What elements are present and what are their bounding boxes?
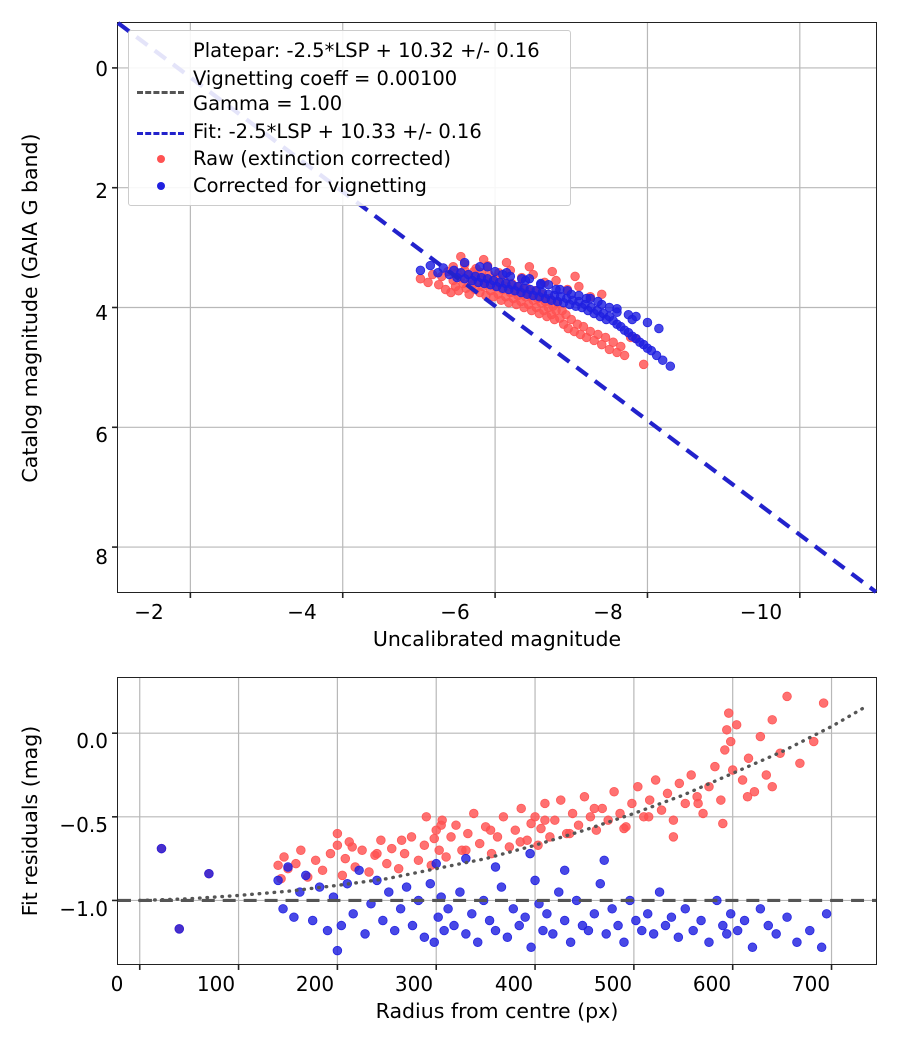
bottom-xtick-300: 300 xyxy=(394,972,434,996)
bottom-xtick-700: 700 xyxy=(791,972,831,996)
top-yaxis-label: Catalog magnitude (GAIA G band) xyxy=(18,133,42,483)
legend-label-corrected: Corrected for vignetting xyxy=(193,174,427,197)
legend-label-platepar: Platepar: -2.5*LSP + 10.32 +/- 0.16 xyxy=(193,39,540,62)
legend-entry-fit: Fit: -2.5*LSP + 10.33 +/- 0.16 xyxy=(137,118,560,145)
top-xtick-m10: −10 xyxy=(739,600,783,624)
legend-handle-raw-marker xyxy=(137,149,184,169)
top-xaxis-label: Uncalibrated magnitude xyxy=(372,627,622,651)
scatter-point-icon xyxy=(156,154,165,163)
scatter-series xyxy=(156,691,829,934)
legend-entry-vignetting: Vignetting coeff = 0.00100 Gamma = 1.00 xyxy=(137,64,560,118)
dashed-line-icon xyxy=(137,131,184,135)
legend-handle-vignetting-dashed-line xyxy=(137,81,184,101)
scatter-series xyxy=(415,257,676,371)
scatter-point-icon xyxy=(156,181,165,190)
top-xtick-m8: −8 xyxy=(593,600,623,624)
bottom-yaxis-label: Fit residuals (mag) xyxy=(18,725,42,917)
bottom-xtick-500: 500 xyxy=(593,972,633,996)
dashed-line-icon xyxy=(137,91,184,94)
legend-label-fit: Fit: -2.5*LSP + 10.33 +/- 0.16 xyxy=(193,120,482,143)
scatter-series xyxy=(156,843,832,956)
legend-label-vignetting-coeff: Vignetting coeff = 0.00100 xyxy=(193,67,458,90)
top-ytick-8: 8 xyxy=(95,545,108,569)
bottom-ytick-m05: −0.5 xyxy=(59,813,108,837)
bottom-xaxis-label: Radius from centre (px) xyxy=(375,999,619,1023)
legend-handle-fit-dashed-line xyxy=(137,122,184,142)
legend-entry-corrected: Corrected for vignetting xyxy=(137,172,560,199)
legend-label-raw: Raw (extinction corrected) xyxy=(193,147,451,170)
top-ytick-6: 6 xyxy=(95,423,108,447)
top-xtick-m6: −6 xyxy=(440,600,470,624)
bottom-xtick-600: 600 xyxy=(692,972,732,996)
fit-residuals-plot xyxy=(112,677,877,970)
top-xtick-m4: −4 xyxy=(287,600,317,624)
top-xtick-m2: −2 xyxy=(134,600,164,624)
legend-label-gamma: Gamma = 1.00 xyxy=(193,92,343,115)
bottom-xtick-200: 200 xyxy=(295,972,335,996)
bottom-xtick-0: 0 xyxy=(110,972,124,996)
legend-entry-raw: Raw (extinction corrected) xyxy=(137,145,560,172)
fit-residuals-canvas xyxy=(112,678,876,970)
legend-handle-corrected-marker xyxy=(137,176,184,196)
bottom-ytick-0: 0.0 xyxy=(76,729,108,753)
legend-entry-platepar: Platepar: -2.5*LSP + 10.32 +/- 0.16 xyxy=(137,37,560,64)
bottom-ytick-m10: −1.0 xyxy=(59,897,108,921)
top-ytick-0: 0 xyxy=(95,57,108,81)
top-ytick-4: 4 xyxy=(95,301,108,325)
bottom-xtick-400: 400 xyxy=(494,972,534,996)
plot-legend: Platepar: -2.5*LSP + 10.32 +/- 0.16 Vign… xyxy=(128,30,571,206)
legend-handle-blank xyxy=(137,41,184,61)
top-ytick-2: 2 xyxy=(95,179,108,203)
bottom-xtick-100: 100 xyxy=(196,972,236,996)
